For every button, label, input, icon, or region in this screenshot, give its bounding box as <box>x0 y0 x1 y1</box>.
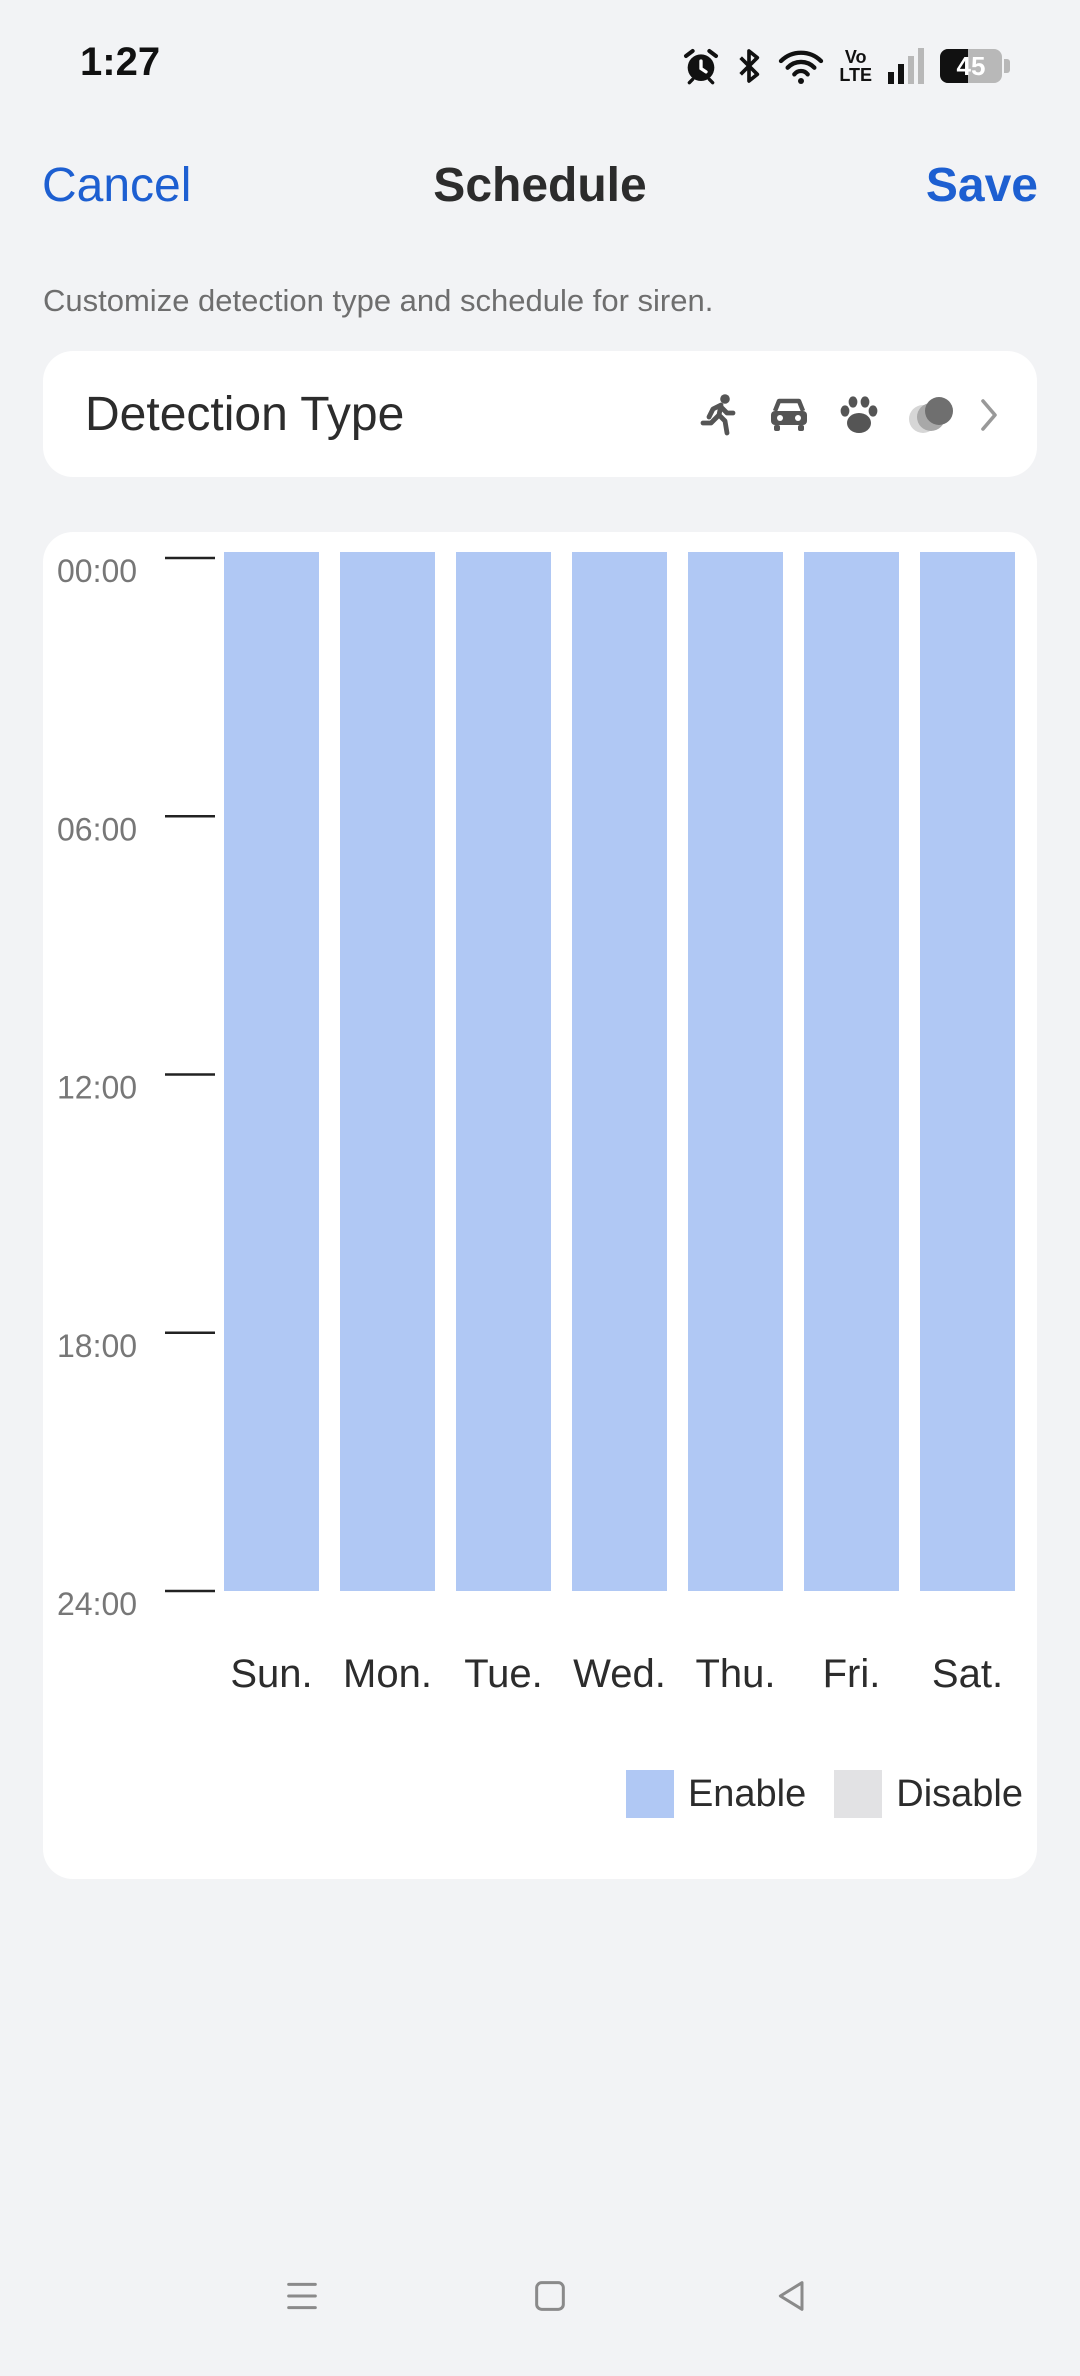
legend-enable-label: Enable <box>687 1772 807 1815</box>
day-label: Wed. <box>573 1652 666 1696</box>
bluetooth-icon <box>739 49 760 83</box>
y-tick-label: 00:00 <box>57 553 137 589</box>
status-bar: 1:27 Vo LTE 45 <box>0 0 1080 130</box>
detection-type-label: Detection Type <box>85 388 405 441</box>
system-nav-bar <box>0 2236 1080 2376</box>
schedule-card: 00:00 06:00 12:00 18:00 24:00 Sun. Mon. Tue. We… <box>43 532 1037 1879</box>
signal-icon <box>888 48 924 84</box>
schedule-bar-wed[interactable] <box>572 552 667 1591</box>
y-tick-label: 18:00 <box>57 1328 137 1364</box>
y-tick-label: 12:00 <box>57 1070 137 1106</box>
schedule-bar-sun[interactable] <box>224 552 319 1591</box>
schedule-bar-sat[interactable] <box>920 552 1015 1591</box>
battery-icon: 45 <box>940 49 1002 83</box>
volte-icon: Vo LTE <box>839 48 872 84</box>
home-button[interactable] <box>520 2266 580 2326</box>
paw-icon <box>840 396 878 433</box>
legend-disable-label: Disable <box>896 1772 1023 1815</box>
person-running-icon <box>700 394 736 436</box>
day-label: Tue. <box>464 1652 543 1696</box>
day-label: Mon. <box>343 1652 432 1696</box>
wifi-icon <box>779 50 824 84</box>
schedule-bar-mon[interactable] <box>340 552 435 1591</box>
status-time: 1:27 <box>80 40 161 84</box>
legend-disable: Disable <box>834 1770 1023 1818</box>
menu-icon <box>287 2282 317 2310</box>
schedule-bar-tue[interactable] <box>456 552 551 1591</box>
status-icons: Vo LTE 45 <box>681 44 1010 88</box>
day-label: Fri. <box>823 1652 881 1696</box>
back-icon <box>778 2281 804 2311</box>
legend-disable-swatch <box>834 1770 883 1818</box>
y-tick-label: 06:00 <box>57 811 137 847</box>
x-axis: Sun. Mon. Tue. Wed. Thu. Fri. Sat. <box>230 1652 1003 1696</box>
detection-type-row[interactable]: Detection Type <box>43 351 1037 477</box>
battery-tip <box>1004 59 1010 73</box>
alarm-icon <box>684 49 719 85</box>
legend-enable-swatch <box>625 1770 674 1818</box>
legend-enable: Enable <box>625 1770 807 1818</box>
home-icon <box>535 2281 565 2311</box>
volte-line2: LTE <box>839 65 872 85</box>
schedule-chart: 00:00 06:00 12:00 18:00 24:00 Sun. Mon. Tue. We… <box>57 552 1015 1696</box>
page-subtitle: Customize detection type and schedule fo… <box>43 283 714 318</box>
chevron-right-icon <box>981 399 997 431</box>
day-label: Sun. <box>230 1652 312 1696</box>
menu-button[interactable] <box>272 2266 332 2326</box>
day-label: Sat. <box>932 1652 1003 1696</box>
detection-type-icons <box>695 387 999 443</box>
nav-bar: Cancel Schedule Save <box>0 140 1080 230</box>
y-tick-label: 24:00 <box>57 1586 137 1622</box>
schedule-bar-fri[interactable] <box>804 552 899 1591</box>
more-dots-icon <box>909 397 953 433</box>
day-label: Thu. <box>695 1652 775 1696</box>
battery-level: 45 <box>956 51 986 81</box>
schedule-bar-thu[interactable] <box>688 552 783 1591</box>
back-button[interactable] <box>762 2266 822 2326</box>
save-button[interactable]: Save <box>925 159 1038 212</box>
y-axis: 00:00 06:00 12:00 18:00 24:00 <box>57 553 215 1622</box>
schedule-bars <box>224 552 1015 1591</box>
volte-line1: Vo <box>844 47 867 67</box>
car-icon <box>771 398 807 431</box>
cancel-button[interactable]: Cancel <box>42 159 192 212</box>
chart-legend: Enable Disable <box>625 1770 1023 1818</box>
